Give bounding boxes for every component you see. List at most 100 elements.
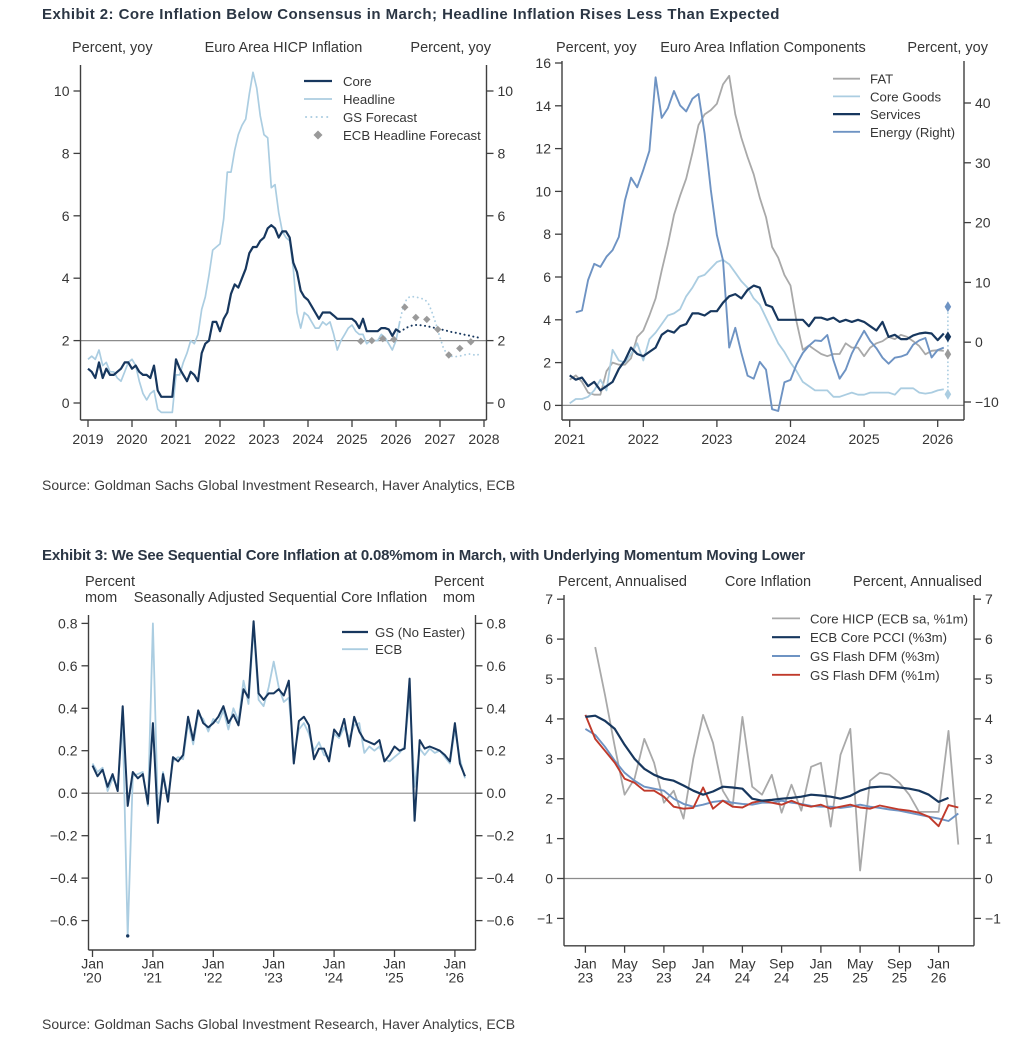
svg-text:Core Goods: Core Goods <box>870 89 942 104</box>
svg-text:2026: 2026 <box>380 431 411 447</box>
svg-text:5: 5 <box>985 671 993 687</box>
svg-text:Percent, yoy: Percent, yoy <box>410 40 491 56</box>
svg-text:2027: 2027 <box>424 431 455 447</box>
svg-text:12: 12 <box>535 141 551 157</box>
svg-text:0.6: 0.6 <box>487 658 507 674</box>
svg-text:2022: 2022 <box>628 431 659 447</box>
svg-text:−1: −1 <box>985 910 1001 926</box>
svg-text:30: 30 <box>975 155 991 171</box>
svg-text:Jan: Jan <box>444 956 467 972</box>
svg-text:2: 2 <box>498 333 506 349</box>
svg-text:0.2: 0.2 <box>58 743 78 759</box>
svg-text:2: 2 <box>985 791 993 807</box>
svg-text:25: 25 <box>892 970 908 986</box>
svg-text:Jan: Jan <box>927 956 950 972</box>
svg-text:7: 7 <box>545 591 553 607</box>
svg-text:4: 4 <box>545 711 553 727</box>
svg-text:24: 24 <box>774 970 790 986</box>
svg-text:0: 0 <box>543 397 551 413</box>
svg-text:Percent: Percent <box>434 574 484 590</box>
svg-text:4: 4 <box>62 270 70 286</box>
svg-text:Exhibit 3: We See Sequential C: Exhibit 3: We See Sequential Core Inflat… <box>42 547 805 564</box>
svg-text:Sep: Sep <box>769 956 794 972</box>
svg-text:Jan: Jan <box>142 956 165 972</box>
svg-text:May: May <box>729 956 755 972</box>
svg-text:25: 25 <box>852 970 868 986</box>
svg-text:25: 25 <box>813 970 829 986</box>
svg-text:0.2: 0.2 <box>487 743 507 759</box>
svg-text:−0.6: −0.6 <box>50 913 78 929</box>
svg-text:GS Flash DFM (%1m): GS Flash DFM (%1m) <box>810 668 940 683</box>
svg-text:Jan: Jan <box>574 956 597 972</box>
svg-text:3: 3 <box>985 751 993 767</box>
svg-text:'25: '25 <box>385 970 403 986</box>
svg-text:'23: '23 <box>265 970 283 986</box>
svg-text:'22: '22 <box>204 970 222 986</box>
svg-text:8: 8 <box>498 145 506 161</box>
svg-text:−1: −1 <box>537 910 553 926</box>
svg-text:Jan: Jan <box>323 956 346 972</box>
svg-text:26: 26 <box>931 970 947 986</box>
svg-text:Euro Area Inflation Components: Euro Area Inflation Components <box>660 40 866 56</box>
svg-text:−0.6: −0.6 <box>487 913 515 929</box>
svg-text:2020: 2020 <box>116 431 147 447</box>
svg-text:Percent, yoy: Percent, yoy <box>556 40 637 56</box>
svg-text:10: 10 <box>498 83 514 99</box>
svg-text:0.6: 0.6 <box>58 658 78 674</box>
svg-text:−0.4: −0.4 <box>50 870 78 886</box>
svg-text:Energy (Right): Energy (Right) <box>870 125 955 140</box>
svg-text:2024: 2024 <box>775 431 806 447</box>
svg-text:FAT: FAT <box>870 72 893 87</box>
svg-text:GS Forecast: GS Forecast <box>343 110 417 125</box>
svg-text:23: 23 <box>656 970 672 986</box>
svg-text:May: May <box>611 956 637 972</box>
svg-text:Percent, yoy: Percent, yoy <box>72 40 153 56</box>
svg-text:0.0: 0.0 <box>487 785 507 801</box>
svg-text:0: 0 <box>498 395 506 411</box>
svg-text:mom: mom <box>443 590 475 606</box>
svg-text:2025: 2025 <box>849 431 880 447</box>
svg-text:GS (No Easter): GS (No Easter) <box>375 625 465 640</box>
svg-text:4: 4 <box>985 711 993 727</box>
svg-text:24: 24 <box>695 970 711 986</box>
svg-text:5: 5 <box>545 671 553 687</box>
svg-text:24: 24 <box>735 970 751 986</box>
svg-text:2026: 2026 <box>922 431 953 447</box>
svg-text:Jan: Jan <box>202 956 225 972</box>
svg-text:4: 4 <box>498 270 506 286</box>
svg-text:Core HICP (ECB sa, %1m): Core HICP (ECB sa, %1m) <box>810 611 968 626</box>
svg-text:'24: '24 <box>325 970 343 986</box>
svg-text:Jan: Jan <box>383 956 406 972</box>
svg-text:ECB Core PCCI (%3m): ECB Core PCCI (%3m) <box>810 630 947 645</box>
svg-text:ECB Headline Forecast: ECB Headline Forecast <box>343 128 481 143</box>
svg-text:6: 6 <box>62 208 70 224</box>
svg-text:Jan: Jan <box>262 956 285 972</box>
svg-text:Jan: Jan <box>692 956 715 972</box>
svg-text:0.4: 0.4 <box>487 700 507 716</box>
svg-text:0: 0 <box>975 334 983 350</box>
svg-text:Euro Area HICP Inflation: Euro Area HICP Inflation <box>205 40 363 56</box>
svg-text:2024: 2024 <box>292 431 323 447</box>
svg-text:Seasonally Adjusted Sequential: Seasonally Adjusted Sequential Core Infl… <box>134 590 427 606</box>
svg-text:2021: 2021 <box>160 431 191 447</box>
svg-text:Sep: Sep <box>651 956 676 972</box>
svg-text:6: 6 <box>543 269 551 285</box>
svg-text:Exhibit 2: Core Inflation Belo: Exhibit 2: Core Inflation Below Consensu… <box>42 6 780 23</box>
svg-text:Headline: Headline <box>343 92 395 107</box>
svg-text:4: 4 <box>543 312 551 328</box>
svg-text:6: 6 <box>985 631 993 647</box>
svg-text:23: 23 <box>617 970 633 986</box>
svg-text:20: 20 <box>975 215 991 231</box>
svg-text:ECB: ECB <box>375 642 402 657</box>
svg-text:−0.2: −0.2 <box>487 828 515 844</box>
svg-text:16: 16 <box>535 55 551 71</box>
svg-text:6: 6 <box>545 631 553 647</box>
svg-text:Source: Goldman Sachs Global I: Source: Goldman Sachs Global Investment … <box>42 477 515 493</box>
svg-text:2025: 2025 <box>336 431 367 447</box>
svg-text:2023: 2023 <box>701 431 732 447</box>
svg-text:Percent, Annualised: Percent, Annualised <box>853 574 982 590</box>
svg-text:0: 0 <box>985 871 993 887</box>
svg-text:Source: Goldman Sachs Global I: Source: Goldman Sachs Global Investment … <box>42 1016 515 1032</box>
svg-text:2021: 2021 <box>554 431 585 447</box>
svg-text:GS Flash DFM (%3m): GS Flash DFM (%3m) <box>810 649 940 664</box>
